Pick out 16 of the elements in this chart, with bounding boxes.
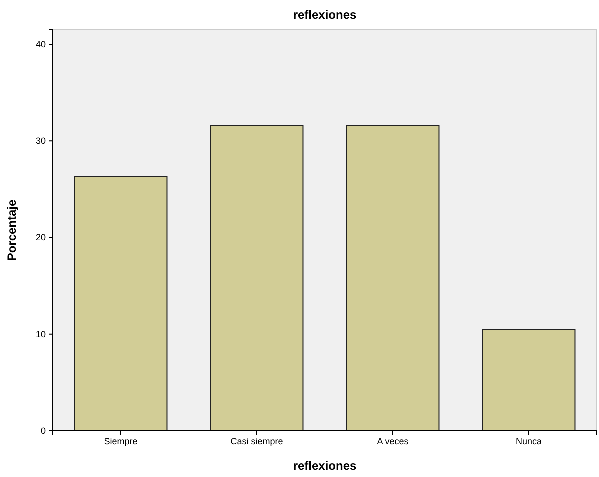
y-tick-label: 20 [36, 232, 46, 243]
bar [74, 176, 168, 432]
x-axis-title: reflexiones [293, 459, 357, 473]
y-tick-label: 10 [36, 329, 46, 340]
x-tick-label: A veces [377, 436, 410, 446]
y-tick-label: 0 [40, 426, 46, 436]
x-tick-label: Nunca [516, 436, 542, 446]
x-tick-label: Siempre [104, 436, 138, 446]
bar [210, 125, 304, 432]
y-axis-title: Porcentaje [5, 199, 19, 262]
x-tick-label: Casi siempre [230, 436, 284, 446]
bar [482, 329, 576, 432]
y-tick-label: 30 [36, 136, 46, 146]
chart-title: reflexiones [293, 8, 357, 22]
y-tick-label: 40 [36, 39, 46, 50]
bar [346, 125, 440, 432]
